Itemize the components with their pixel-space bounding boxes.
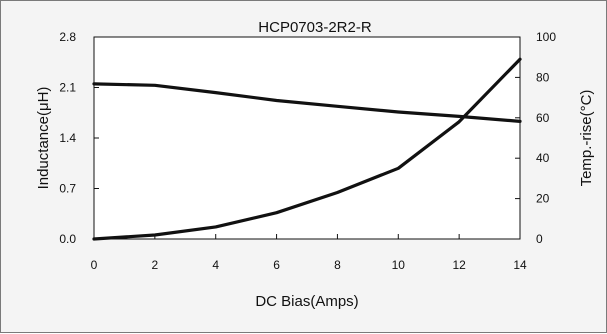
y-tick-label: 2.1 — [59, 81, 76, 95]
plot-area — [93, 36, 521, 240]
y2-tick-label: 20 — [536, 192, 550, 206]
chart-title: HCP0703-2R2-R — [258, 19, 372, 36]
y2-axis-title: Temp.-rise(°C) — [578, 90, 595, 187]
x-tick-label: 0 — [91, 258, 98, 272]
y-tick-label: 0.0 — [59, 232, 76, 246]
series-layer — [92, 57, 522, 241]
x-axis-title: DC Bias(Amps) — [255, 293, 358, 310]
y2-tick-label: 0 — [536, 232, 543, 246]
x-tick-label: 10 — [392, 258, 406, 272]
x-tick-label: 4 — [212, 258, 219, 272]
x-tick-label: 6 — [273, 258, 280, 272]
y-tick-label: 2.8 — [59, 30, 76, 44]
axes-layer — [93, 36, 521, 240]
y2-tick-label: 80 — [536, 70, 550, 84]
y2-tick-label: 100 — [536, 30, 556, 44]
temp-rise-line — [92, 57, 522, 241]
y-tick-label: 0.7 — [59, 182, 76, 196]
y2-tick-label: 40 — [536, 151, 550, 165]
x-tick-label: 14 — [513, 258, 527, 272]
x-tick-label: 2 — [152, 258, 159, 272]
inductance-line — [92, 82, 522, 124]
text-layer: HCP0703-2R2-R DC Bias(Amps) Inductance(μ… — [35, 19, 595, 310]
y2-tick-label: 60 — [536, 111, 550, 125]
x-tick-label: 12 — [452, 258, 466, 272]
y-tick-label: 1.4 — [59, 131, 76, 145]
y-axis-title: Inductance(μH) — [35, 87, 52, 190]
x-tick-label: 8 — [334, 258, 341, 272]
